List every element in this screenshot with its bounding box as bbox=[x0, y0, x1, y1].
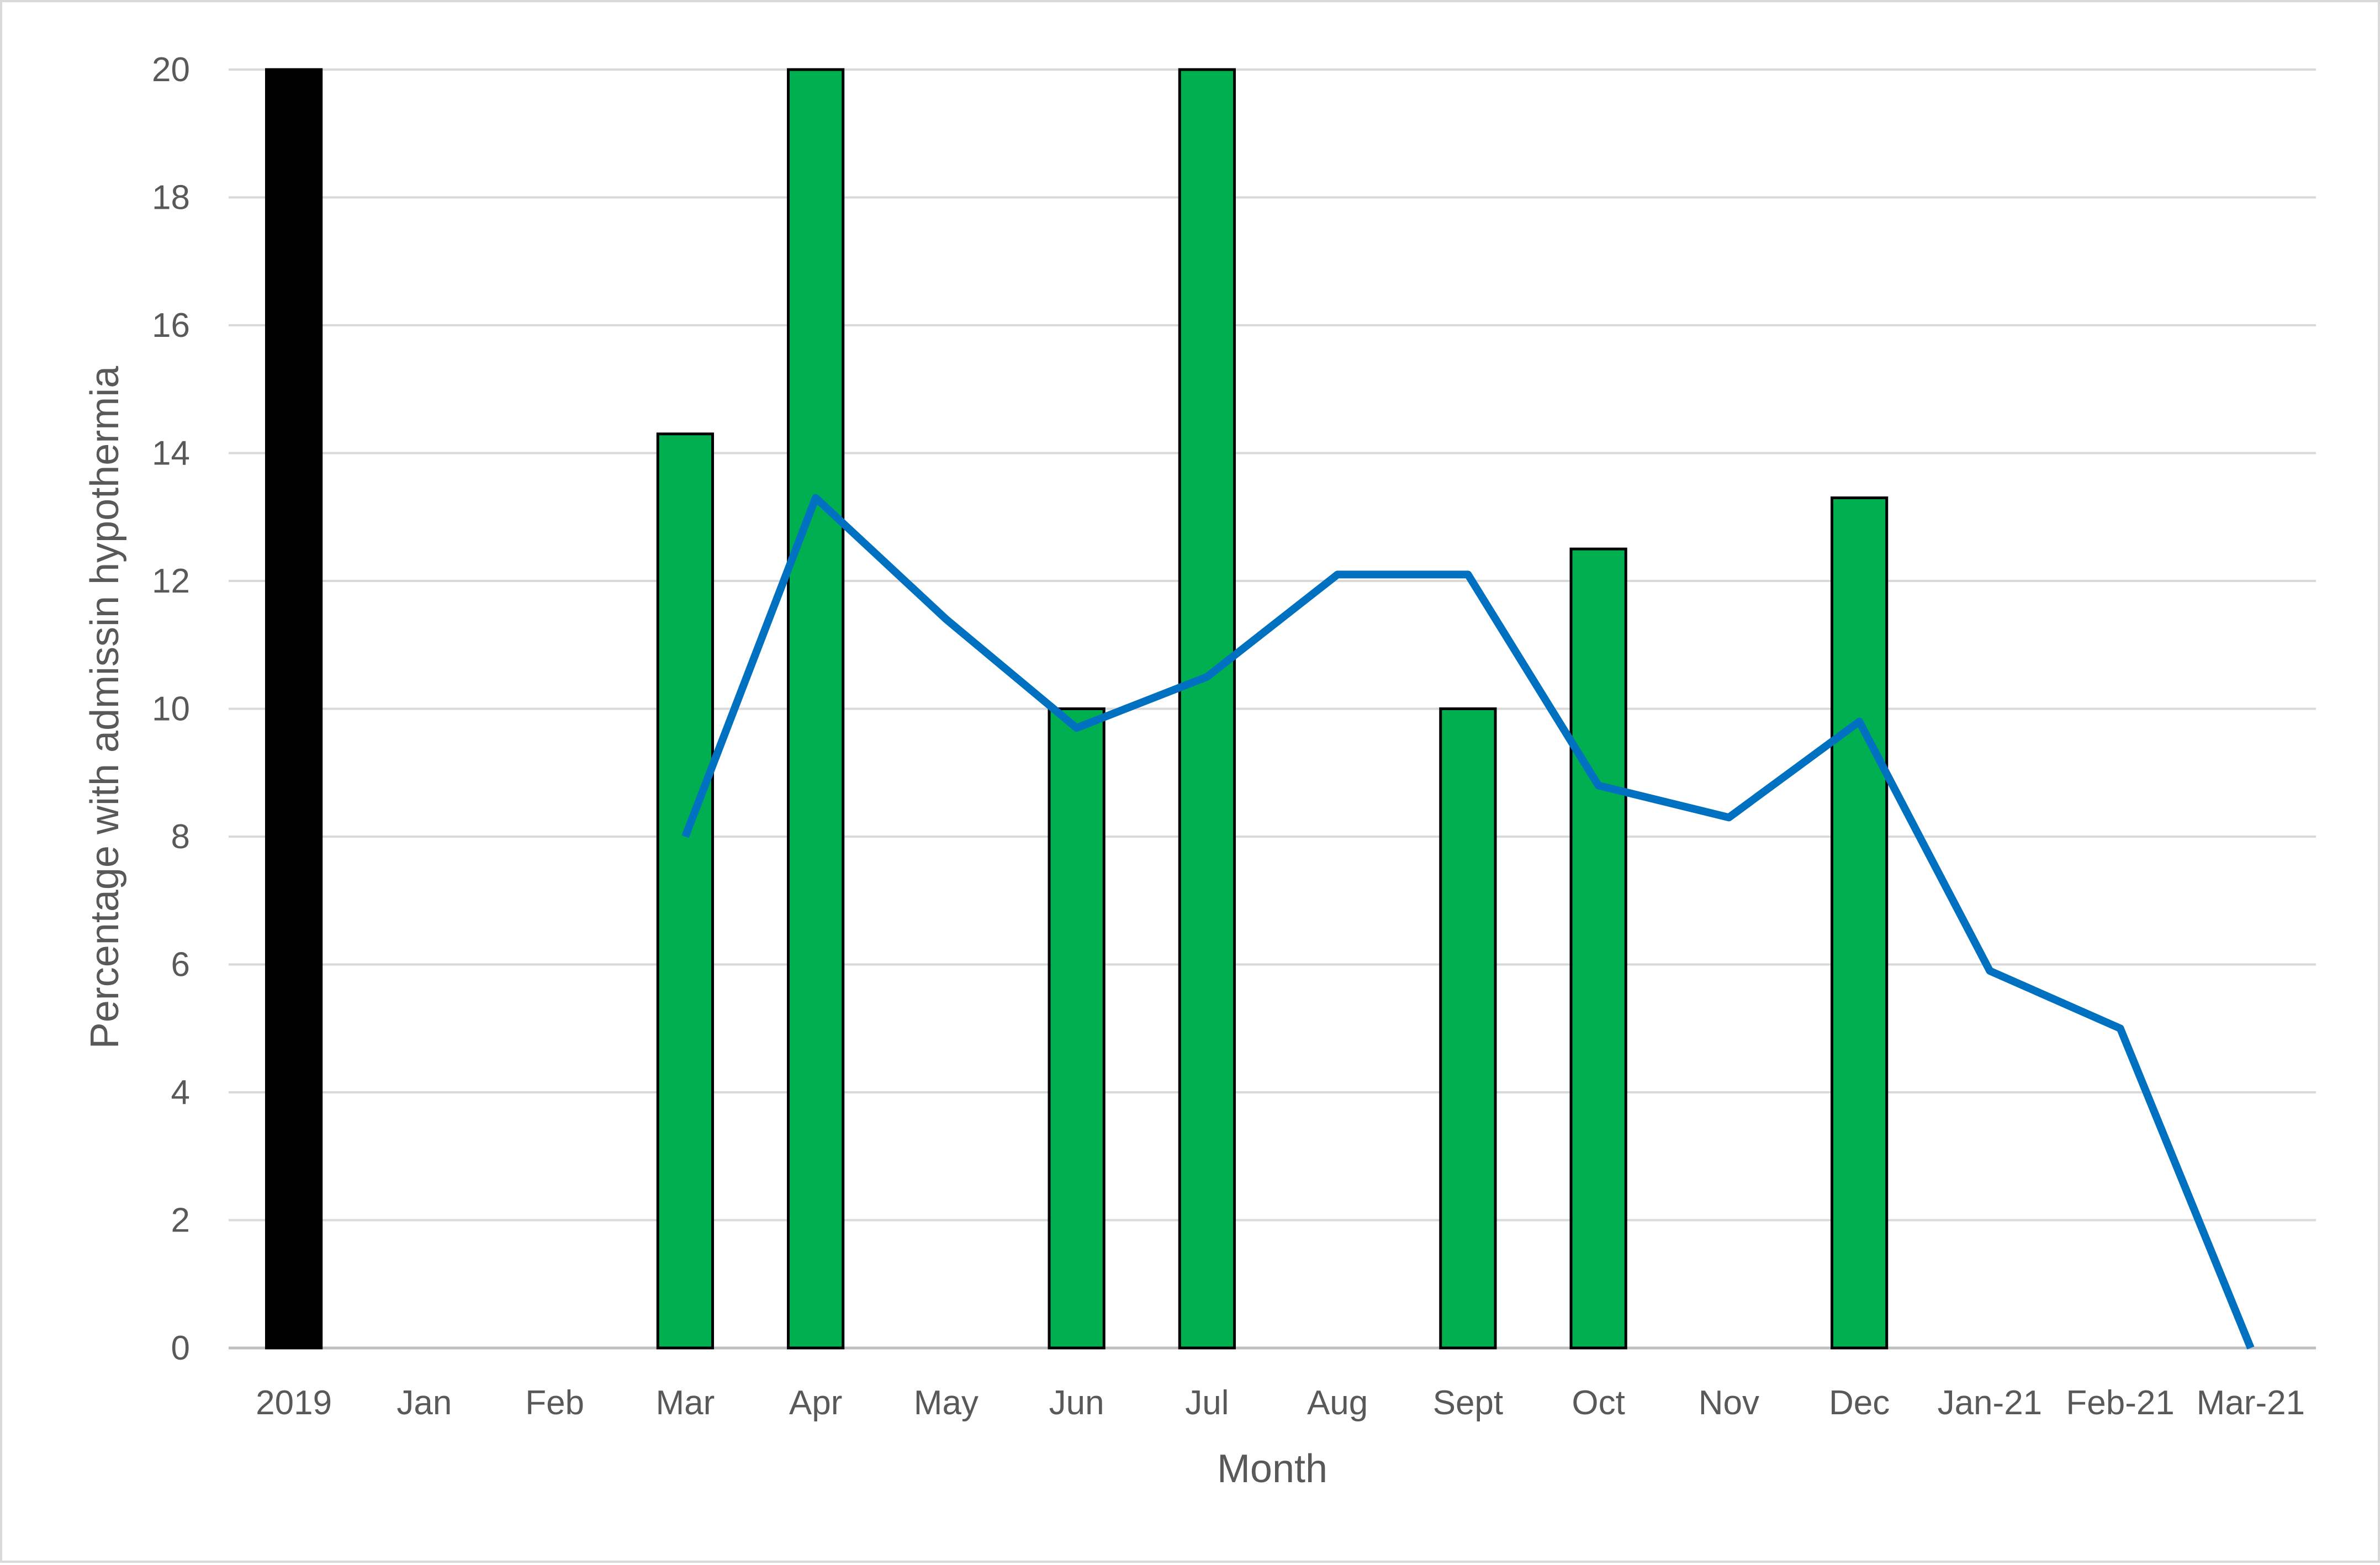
bar-sept bbox=[1439, 707, 1497, 1350]
y-tick-label-14: 14 bbox=[152, 435, 190, 473]
gridlines bbox=[229, 68, 2316, 1350]
trend-line-path bbox=[681, 494, 2255, 1350]
x-tick-label-feb-21: Feb-21 bbox=[2066, 1384, 2174, 1422]
y-axis-title: Percentage with admissin hypothermia bbox=[83, 366, 127, 1049]
x-tick-label-nov: Nov bbox=[1699, 1384, 1759, 1422]
x-tick-label-jan-21: Jan-21 bbox=[1938, 1384, 2043, 1422]
x-tick-label-dec: Dec bbox=[1829, 1384, 1890, 1422]
x-tick-label-jan: Jan bbox=[396, 1384, 452, 1422]
y-tick-label-6: 6 bbox=[171, 946, 190, 984]
x-tick-label-jul: Jul bbox=[1185, 1384, 1229, 1422]
bar-2019 bbox=[265, 68, 323, 1350]
y-tick-label-4: 4 bbox=[171, 1074, 190, 1112]
bar-dec bbox=[1831, 496, 1889, 1350]
x-tick-label-aug: Aug bbox=[1307, 1384, 1368, 1422]
y-tick-label-16: 16 bbox=[152, 306, 190, 345]
x-tick-label-may: May bbox=[914, 1384, 979, 1422]
bar-oct bbox=[1569, 547, 1627, 1350]
bars bbox=[265, 68, 1889, 1350]
x-tick-label-oct: Oct bbox=[1572, 1384, 1625, 1422]
bar-jun bbox=[1048, 707, 1106, 1350]
y-tick-label-10: 10 bbox=[152, 690, 190, 728]
y-tick-label-8: 8 bbox=[171, 818, 190, 856]
bar-apr bbox=[787, 68, 845, 1350]
y-tick-label-2: 2 bbox=[171, 1202, 190, 1240]
x-axis-title: Month bbox=[1217, 1447, 1327, 1491]
bar-jul bbox=[1178, 68, 1236, 1350]
y-tick-label-12: 12 bbox=[152, 562, 190, 600]
trend-line bbox=[681, 494, 2255, 1350]
x-tick-labels: 2019 Jan Feb Mar Apr May Jun Jul Aug Sept Oct Nov De… bbox=[256, 1384, 2305, 1422]
x-tick-label-mar-21: Mar-21 bbox=[2197, 1384, 2305, 1422]
x-tick-label-2019: 2019 bbox=[256, 1384, 332, 1422]
x-tick-label-apr: Apr bbox=[789, 1384, 842, 1422]
x-tick-label-feb: Feb bbox=[525, 1384, 584, 1422]
y-tick-label-20: 20 bbox=[152, 51, 190, 89]
x-tick-label-mar: Mar bbox=[655, 1384, 715, 1422]
y-tick-labels: 0 2 4 6 8 10 12 14 16 18 20 bbox=[152, 51, 190, 1367]
x-tick-label-jun: Jun bbox=[1049, 1384, 1104, 1422]
x-tick-label-sept: Sept bbox=[1433, 1384, 1504, 1422]
bar-mar bbox=[656, 432, 714, 1350]
y-tick-label-0: 0 bbox=[171, 1329, 190, 1367]
y-tick-label-18: 18 bbox=[152, 179, 190, 217]
